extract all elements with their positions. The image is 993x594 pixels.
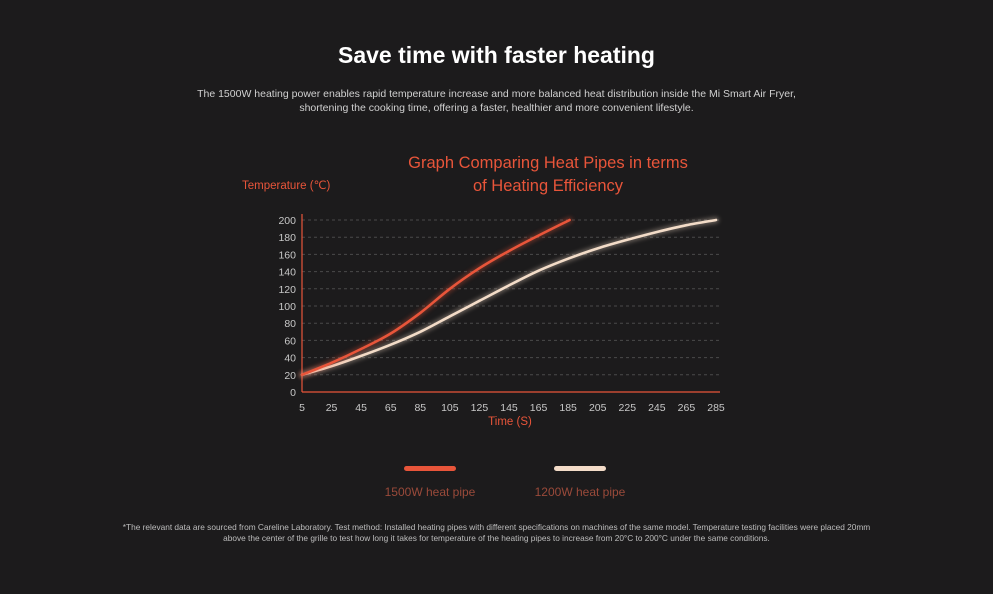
y-tick-label: 140	[278, 267, 296, 279]
x-tick-label: 285	[707, 402, 725, 414]
y-tick-label: 200	[278, 215, 296, 227]
x-tick-label: 265	[678, 402, 696, 414]
x-tick-label: 25	[326, 402, 338, 414]
x-tick-label: 225	[619, 402, 637, 414]
legend-label-1500w: 1500W heat pipe	[384, 485, 476, 499]
page-title: Save time with faster heating	[338, 42, 655, 68]
x-tick-label: 65	[385, 402, 397, 414]
y-tick-label: 0	[290, 387, 296, 399]
legend-item-1500w: 1500W heat pipe	[350, 466, 510, 499]
chart-title-line-2: of Heating Efficiency	[472, 177, 624, 195]
x-tick-label: 185	[559, 402, 577, 414]
y-tick-label: 160	[278, 249, 296, 261]
x-tick-label: 245	[648, 402, 666, 414]
y-tick-label: 20	[284, 370, 296, 382]
footnote: *The relevant data are sourced from Care…	[60, 522, 933, 544]
legend-item-1200w: 1200W heat pipe	[500, 466, 660, 499]
y-tick-label: 80	[284, 318, 296, 330]
chart-title-line-1: Graph Comparing Heat Pipes in terms	[408, 154, 688, 172]
y-tick-label: 60	[284, 335, 296, 347]
x-tick-label: 85	[414, 402, 426, 414]
series-glow-1200w	[299, 217, 719, 378]
intro-line-2: shortening the cooking time, offering a …	[299, 102, 694, 114]
x-tick-label: 105	[441, 402, 459, 414]
chart-title: Graph Comparing Heat Pipes in terms of H…	[373, 152, 723, 198]
y-tick-label: 120	[278, 284, 296, 296]
series-line-1200w	[300, 218, 718, 377]
x-tick-label: 165	[530, 402, 548, 414]
legend-swatch-1500w	[404, 466, 456, 471]
series-line-1500w	[300, 218, 571, 377]
y-axis-label: Temperature (℃)	[242, 180, 331, 192]
intro-text: The 1500W heating power enables rapid te…	[120, 87, 873, 115]
axes	[301, 214, 720, 393]
x-tick-label: 5	[299, 402, 305, 414]
y-tick-label: 40	[284, 353, 296, 365]
x-tick-label: 205	[589, 402, 607, 414]
grid-lines	[302, 219, 720, 376]
y-tick-label: 180	[278, 232, 296, 244]
x-axis-label: Time (S)	[488, 416, 532, 428]
x-tick-label: 125	[471, 402, 489, 414]
x-tick-label: 45	[355, 402, 367, 414]
x-tick-label: 145	[500, 402, 518, 414]
footnote-line-2: above the center of the grille to test h…	[223, 533, 770, 543]
tick-labels: 0 20 40 60 80 100 120 140 160 180 200 5 25 45 65 85 105 1…	[278, 215, 724, 414]
legend-label-1200w: 1200W heat pipe	[534, 485, 626, 499]
y-tick-label: 100	[278, 301, 296, 313]
series-lines	[299, 217, 719, 378]
intro-line-1: The 1500W heating power enables rapid te…	[197, 88, 796, 100]
legend-swatch-1200w	[554, 466, 606, 471]
footnote-line-1: *The relevant data are sourced from Care…	[122, 522, 871, 532]
series-glow-1500w	[299, 217, 573, 378]
